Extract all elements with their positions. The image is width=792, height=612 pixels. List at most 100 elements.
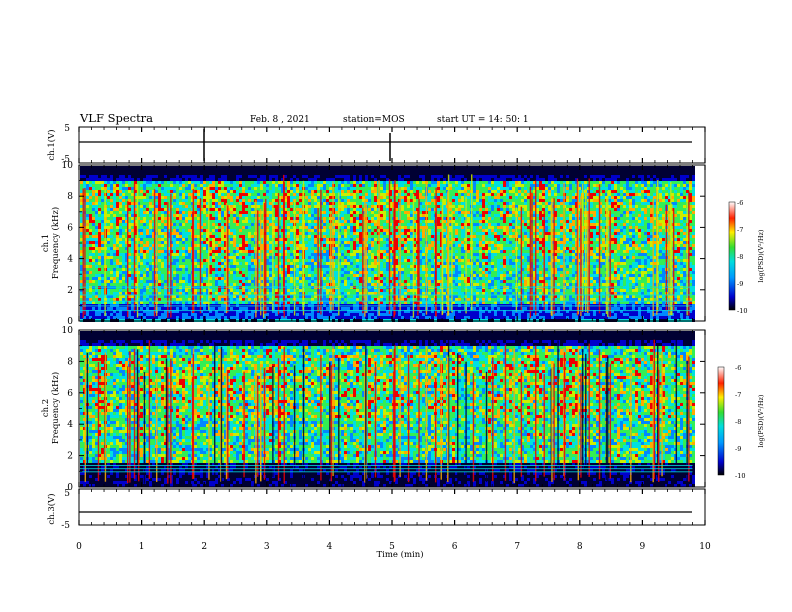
figure-title: VLF Spectra [79, 111, 153, 125]
spectrogram-cell [305, 178, 308, 181]
spectrogram-cell [95, 187, 98, 190]
spectrogram-cell [158, 166, 161, 169]
spectrogram-cell [200, 250, 203, 253]
spectrogram-cell [131, 166, 134, 169]
spectrogram-cell [257, 196, 260, 199]
spectrogram-cell [248, 202, 251, 205]
spectrogram-cell [161, 166, 164, 169]
spectrogram-cell [215, 196, 218, 199]
spectrogram-cell [305, 316, 308, 319]
spectrogram-cell [206, 247, 209, 250]
spectrogram-cell [209, 184, 212, 187]
spectrogram-cell [287, 313, 290, 316]
spectrogram-cell [251, 187, 254, 190]
spectrogram-cell [161, 295, 164, 298]
spectrogram-cell [101, 172, 104, 175]
spectrogram-cell [146, 181, 149, 184]
spectrogram-cell [290, 175, 293, 178]
spectrogram-cell [224, 184, 227, 187]
spectrogram-cell [140, 205, 143, 208]
spectrogram-cell [83, 181, 86, 184]
spectrogram-cell [86, 169, 89, 172]
spectrogram-cell [203, 250, 206, 253]
spectrogram-cell [113, 181, 116, 184]
spectrogram-cell [179, 313, 182, 316]
spectrogram-cell [245, 295, 248, 298]
spectrogram-cell [347, 271, 350, 274]
spectrogram-cell [275, 217, 278, 220]
spectrogram-cell [125, 313, 128, 316]
spectrogram-cell [185, 175, 188, 178]
spectrogram-cell [95, 226, 98, 229]
spectrogram-cell [212, 271, 215, 274]
spectrogram-cell [137, 244, 140, 247]
spectrogram-cell [290, 220, 293, 223]
spectrogram-cell [158, 190, 161, 193]
spectrogram-cell [239, 190, 242, 193]
spectrogram-cell [308, 244, 311, 247]
spectrogram-cell [188, 307, 191, 310]
spectrogram-cell [209, 256, 212, 259]
spectrogram-cell [251, 256, 254, 259]
spectrogram-cell [260, 232, 263, 235]
spectrogram-cell [344, 172, 347, 175]
spectrogram-cell [305, 175, 308, 178]
spectrogram-cell [134, 295, 137, 298]
spectrogram-cell [164, 220, 167, 223]
spectrogram-cell [215, 256, 218, 259]
spectrogram-cell [107, 274, 110, 277]
spectrogram-cell [347, 220, 350, 223]
spectrogram-cell [227, 313, 230, 316]
spectrogram-cell [116, 241, 119, 244]
spectrogram-cell [131, 193, 134, 196]
spectrogram-cell [128, 241, 131, 244]
spectrogram-cell [233, 244, 236, 247]
spectrogram-cell [206, 175, 209, 178]
spectrogram-cell [347, 184, 350, 187]
spectrogram-cell [182, 178, 185, 181]
spectrogram-cell [179, 289, 182, 292]
spectrogram-cell [242, 292, 245, 295]
spectrogram-cell [269, 313, 272, 316]
spectrogram-cell [188, 283, 191, 286]
spectrogram-cell [347, 247, 350, 250]
spectrogram-cell [137, 256, 140, 259]
spectrogram-cell [134, 175, 137, 178]
spectrogram-cell [200, 268, 203, 271]
spectrogram-cell [341, 172, 344, 175]
spectrogram-cell [194, 250, 197, 253]
spectrogram-cell [92, 187, 95, 190]
spectrogram-cell [308, 190, 311, 193]
spectrogram-cell [332, 316, 335, 319]
spectrogram-cell [341, 214, 344, 217]
spectrogram-cell [185, 184, 188, 187]
spectrogram-cell [203, 295, 206, 298]
spectrogram-cell [101, 298, 104, 301]
spectrogram-cell [314, 235, 317, 238]
spectrogram-cell [275, 193, 278, 196]
spectrogram-cell [242, 199, 245, 202]
spectrogram-cell [257, 211, 260, 214]
spectrogram-cell [143, 214, 146, 217]
spectrogram-cell [257, 229, 260, 232]
spectrogram-cell [137, 316, 140, 319]
spectrogram-cell [116, 292, 119, 295]
spectrogram-cell [359, 238, 362, 241]
spectrogram-cell [275, 214, 278, 217]
spectrogram-cell [137, 274, 140, 277]
spectrogram-cell [260, 250, 263, 253]
spectrogram-cell [299, 214, 302, 217]
spectrogram-cell [86, 193, 89, 196]
spectrogram-cell [290, 313, 293, 316]
spectrogram-cell [110, 166, 113, 169]
spectrogram-cell [359, 262, 362, 265]
spectrogram-cell [137, 205, 140, 208]
spectrogram-cell [122, 301, 125, 304]
spectrogram-cell [164, 250, 167, 253]
spectrogram-cell [119, 283, 122, 286]
spectrogram-cell [305, 166, 308, 169]
spectrogram-cell [110, 196, 113, 199]
spectrogram-cell [305, 184, 308, 187]
spectrogram-cell [152, 190, 155, 193]
spectrogram-cell [110, 205, 113, 208]
